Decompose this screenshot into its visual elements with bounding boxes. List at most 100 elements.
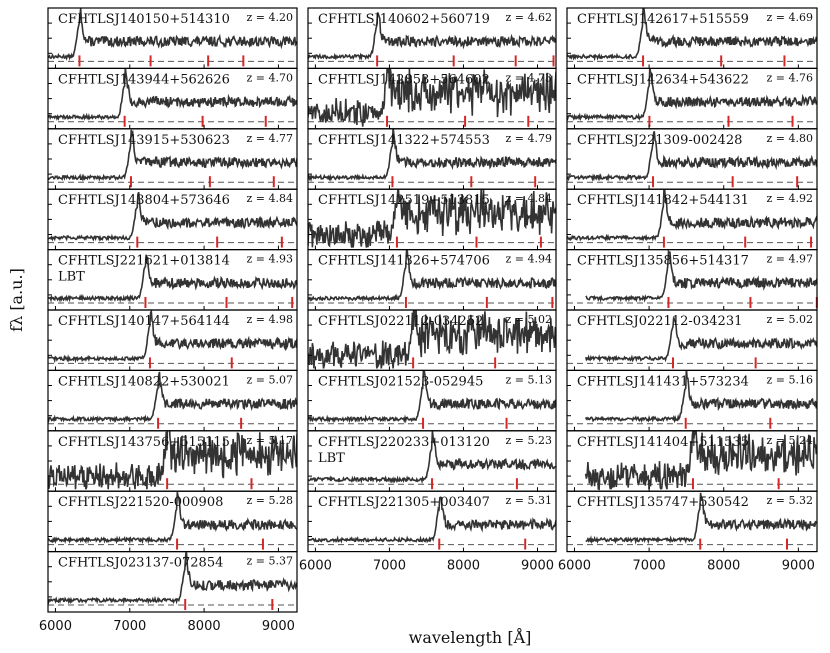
spectrum-line: [567, 189, 817, 242]
redshift-label: z = 4.62: [506, 11, 553, 24]
redshift-label: z = 4.80: [767, 132, 814, 145]
spectrum-line: [308, 68, 556, 127]
object-name-label: CFHTLSJ142617+515559: [577, 12, 749, 27]
spectrum-panel: CFHTLSJ143944+562626 z = 4.70: [47, 67, 298, 130]
redshift-label: z = 4.79: [506, 132, 553, 145]
object-name-label: CFHTLSJ140602+560719: [318, 12, 490, 27]
object-name-label: CFHTLSJ140150+514310: [58, 12, 230, 27]
spectrum-panel: CFHTLSJ135747+530542 z = 5.32: [566, 490, 818, 553]
object-name-label: CFHTLSJ142519+513815: [318, 193, 490, 208]
spectrum-panel: CFHTLSJ221305+003407 z = 5.31: [307, 490, 557, 553]
spectrum-panel: CFHTLSJ142519+513815 z = 4.84: [307, 188, 557, 251]
redshift-label: z = 5.02: [506, 313, 553, 326]
spectrum-line: [308, 496, 556, 544]
x-tick-label: 8000: [447, 559, 480, 574]
spectrum-panel: CFHTLSJ135856+514317 z = 4.97: [566, 249, 818, 311]
redshift-label: z = 4.92: [767, 192, 814, 205]
x-tick-label: 8000: [707, 559, 740, 574]
redshift-label: z = 5.32: [767, 494, 814, 507]
object-name-label: CFHTLSJ143944+562626: [58, 72, 230, 87]
spectrum-panel: CFHTLSJ143915+530623 z = 4.77: [47, 128, 298, 190]
redshift-label: z = 4.84: [506, 192, 553, 205]
redshift-label: z = 5.37: [247, 555, 294, 568]
redshift-label: z = 4.70: [247, 71, 294, 84]
spectrum-panel: CFHTLSJ023137-072854 z = 5.37: [47, 550, 298, 613]
object-name-label: CFHTLSJ140822+530021: [58, 374, 230, 389]
spectrum-panel: CFHTLSJ221309-002428 z = 4.80: [566, 128, 818, 190]
spectrum-line: [308, 430, 556, 485]
spectrum-line: [308, 12, 556, 61]
object-name-label: CFHTLSJ141431+573234: [577, 374, 749, 389]
spectrum-line: [567, 68, 817, 122]
x-tick-label: 7000: [113, 619, 146, 634]
x-tick-label: 6000: [558, 559, 591, 574]
instrument-note-label: LBT: [58, 270, 85, 285]
redshift-label: z = 4.73: [506, 71, 553, 84]
spectrum-panel: CFHTLSJ143756+515115 z = 5.17: [47, 430, 298, 492]
object-name-label: CFHTLSJ022112-034231: [577, 314, 742, 329]
spectrum-panel: CFHTLSJ143804+573646 z = 4.84: [47, 188, 298, 251]
object-name-label: CFHTLSJ135747+530542: [577, 495, 749, 510]
spectrum-line: [585, 249, 817, 303]
spectrum-line: [567, 131, 817, 182]
spectrum-line: [308, 128, 556, 183]
spectrum-panel: CFHTLSJ141322+574553 z = 4.79: [307, 128, 557, 190]
spectrum-line: [584, 370, 817, 424]
spectrum-line: [48, 8, 297, 61]
spectrum-line: [48, 310, 297, 364]
object-name-label: CFHTLSJ221305+003407: [318, 495, 490, 510]
spectrum-panel: CFHTLSJ141404+511535 z = 5.24: [566, 430, 818, 492]
object-name-label: CFHTLSJ220233+013120: [318, 435, 490, 450]
x-tick-label: 6000: [299, 559, 332, 574]
panels-group: CFHTLSJ140150+514310 z = 4.20 CFHTLSJ14394…: [47, 7, 818, 613]
spectrum-panel: CFHTLSJ141326+574706 z = 4.94: [307, 249, 557, 311]
redshift-label: z = 4.94: [506, 253, 553, 266]
spectrum-panel: CFHTLSJ140150+514310 z = 4.20: [47, 7, 298, 70]
spectrum-line: [308, 189, 556, 248]
spectrum-panel: CFHTLSJ142853+564602 z = 4.73: [307, 67, 557, 130]
object-name-label: CFHTLSJ021523-052945: [318, 374, 483, 389]
spectrum-line: [48, 371, 297, 424]
redshift-label: z = 4.93: [247, 253, 294, 266]
redshift-label: z = 4.20: [247, 11, 294, 24]
redshift-label: z = 5.07: [247, 373, 294, 386]
object-name-label: CFHTLSJ221520-000908: [58, 495, 223, 510]
spectrum-panel: CFHTLSJ021523-052945 z = 5.13: [307, 369, 557, 432]
object-name-label: CFHTLSJ140147+564144: [58, 314, 230, 329]
redshift-label: z = 5.13: [506, 373, 553, 386]
spectrum-line: [48, 191, 297, 242]
redshift-label: z = 4.77: [247, 132, 294, 145]
spectrum-line: [585, 492, 817, 545]
x-tick-label: 9000: [782, 559, 815, 574]
object-name-label: CFHTLSJ141404+511535: [577, 435, 749, 450]
redshift-label: z = 4.76: [767, 71, 814, 84]
spectrum-line: [584, 430, 817, 491]
object-name-label: CFHTLSJ141322+574553: [318, 133, 490, 148]
spectrum-panel: CFHTLSJ140147+564144 z = 4.98: [47, 309, 298, 372]
redshift-label: z = 5.16: [767, 373, 814, 386]
redshift-label: z = 4.98: [247, 313, 294, 326]
redshift-label: z = 5.17: [247, 434, 294, 447]
spectrum-panel: CFHTLSJ022112-034231 z = 5.02: [566, 309, 818, 372]
spectrum-panel: CFHTLSJ141842+544131 z = 4.92: [566, 188, 818, 251]
spectrum-line: [48, 492, 297, 545]
object-name-label: CFHTLSJ143915+530623: [58, 133, 230, 148]
object-name-label: CFHTLSJ023137-072854: [58, 556, 223, 571]
x-tick-label: 9000: [521, 559, 554, 574]
spectrum-panel: CFHTLSJ141431+573234 z = 5.16: [566, 369, 818, 432]
x-tick-label: 7000: [633, 559, 666, 574]
spectrum-line: [48, 129, 297, 182]
y-axis-label: fλ [a.u.]: [7, 268, 26, 332]
object-name-label: CFHTLSJ135856+514317: [577, 254, 749, 269]
redshift-label: z = 5.31: [506, 494, 553, 507]
object-name-label: CFHTLSJ022112-034252: [318, 314, 483, 329]
object-name-label: CFHTLSJ142634+543622: [577, 72, 749, 87]
spectrum-panel: CFHTLSJ221621+013814 z = 4.93 LBT: [47, 249, 298, 311]
spectrum-panel: CFHTLSJ220233+013120 z = 5.23 LBT: [307, 430, 557, 492]
spectrum-line: [308, 249, 556, 303]
x-tick-labels: 6000 7000 8000 9000 6000 7000 8000 9000 6000 7000…: [39, 559, 815, 634]
spectrum-panel: CFHTLSJ221520-000908 z = 5.28: [47, 490, 298, 553]
instrument-note-label: LBT: [318, 451, 345, 466]
object-name-label: CFHTLSJ141326+574706: [318, 254, 490, 269]
